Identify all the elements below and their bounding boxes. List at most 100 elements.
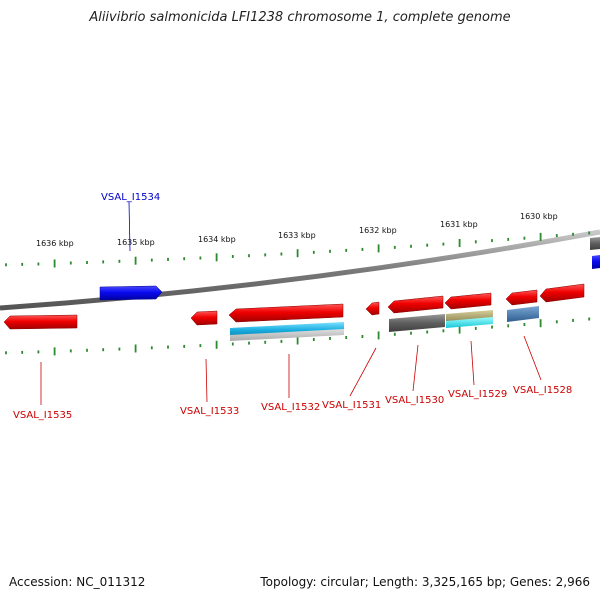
gene-arrow-VSAL_I1528[interactable] [505,289,538,306]
leader-line-VSAL_I1528 [523,335,542,381]
major-tick [53,347,56,356]
label-leaders [40,201,542,405]
minor-tick [393,245,396,249]
minor-tick [102,260,105,264]
gene-arrow-VSAL_I1529[interactable] [444,292,492,310]
gene-arrow-VSAL_I1530[interactable] [387,295,444,314]
minor-tick [572,232,574,236]
minor-tick [231,255,234,258]
minor-tick [248,341,250,345]
map-title: Aliivibrio salmonicida LFI1238 chromosom… [89,10,511,25]
minor-tick [37,350,40,354]
minor-tick [410,331,412,335]
gene-label-VSAL_I1532[interactable]: VSAL_I1532 [261,402,320,413]
gene-arrow-VSAL_I1533[interactable] [190,310,218,326]
gene-label-VSAL_I1534[interactable]: VSAL_I1534 [101,192,160,203]
major-tick [53,259,56,268]
minor-tick [69,261,72,265]
minor-tick [345,336,348,339]
leader-line-VSAL_I1534 [128,201,131,252]
chromosome-backbone [0,229,600,311]
gene-label-VSAL_I1530[interactable]: VSAL_I1530 [385,395,444,406]
minor-tick [523,323,526,326]
outer-scale-ticks [5,231,591,268]
gene-label-VSAL_I1535[interactable]: VSAL_I1535 [13,410,72,421]
major-tick [296,249,299,258]
minor-tick [86,348,88,352]
cds-bar-VSAL_I1530[interactable] [389,314,445,332]
minor-tick [150,346,153,350]
minor-tick [264,340,267,344]
gene-arrow-edge-upper[interactable] [590,237,600,250]
gene-arrow-VSAL_I1534[interactable] [99,285,163,301]
minor-tick [361,335,364,338]
minor-tick [572,318,574,322]
leader-line-VSAL_I1530 [412,344,419,392]
minor-tick [588,231,591,235]
minor-tick [183,344,186,348]
minor-tick [588,317,591,321]
major-tick [215,340,218,349]
minor-tick [118,347,121,351]
minor-tick [442,329,445,333]
major-tick [377,244,380,253]
minor-tick [474,240,477,244]
minor-tick [183,257,186,261]
leader-line-VSAL_I1529 [470,340,475,386]
minor-tick [329,249,331,253]
minor-tick [507,324,510,328]
tick-label: 1635 kbp [117,238,155,247]
genome-summary-text: Topology: circular; Length: 3,325,165 bp… [260,575,590,589]
minor-tick [280,339,283,343]
major-tick [539,319,542,328]
minor-tick [21,350,24,354]
minor-tick [21,262,24,266]
cds-bar-VSAL_I1528[interactable] [507,306,539,322]
tick-label: 1634 kbp [198,235,236,244]
forward-genes [3,283,585,341]
gene-label-VSAL_I1528[interactable]: VSAL_I1528 [513,385,572,396]
leader-line-VSAL_I1531 [349,347,377,397]
minor-tick [426,330,429,334]
minor-tick [167,345,169,349]
gene-label-VSAL_I1533[interactable]: VSAL_I1533 [180,406,239,417]
minor-tick [264,253,267,257]
major-tick [458,239,461,247]
gene-arrow-VSAL_I1532[interactable] [228,303,344,323]
minor-tick [491,239,493,243]
cds-bar-secondary-VSAL_I1529[interactable] [446,317,493,328]
minor-tick [199,256,202,260]
minor-tick [393,332,396,336]
minor-tick [442,242,445,246]
gene-arrow-VSAL_I1535[interactable] [3,314,78,330]
major-tick [296,336,299,345]
gene-arrow-VSAL_I1531[interactable] [365,301,380,316]
cds-bar-secondary-VSAL_I1532[interactable] [230,329,344,341]
tick-label: 1636 kbp [36,239,74,248]
major-tick [134,344,137,353]
minor-tick [474,326,477,330]
minor-tick [199,344,202,348]
minor-tick [555,234,558,238]
minor-tick [361,247,364,251]
inner-scale-ticks [5,317,591,356]
gene-label-VSAL_I1531[interactable]: VSAL_I1531 [322,400,381,411]
major-tick [377,331,380,340]
leader-line-VSAL_I1533 [205,358,208,403]
minor-tick [507,237,510,241]
tick-label: 1631 kbp [440,220,478,229]
gene-arrow-next[interactable] [539,283,585,303]
minor-tick [555,320,558,324]
tick-label: 1630 kbp [520,212,558,221]
minor-tick [118,259,121,263]
major-tick [539,232,542,241]
minor-tick [5,351,7,355]
minor-tick [280,252,283,256]
major-tick [215,253,218,262]
minor-tick [410,244,412,248]
gene-arrow-edge-blue[interactable] [592,255,600,269]
major-tick [458,325,461,334]
minor-tick [102,348,105,352]
gene-label-VSAL_I1529[interactable]: VSAL_I1529 [448,389,507,400]
